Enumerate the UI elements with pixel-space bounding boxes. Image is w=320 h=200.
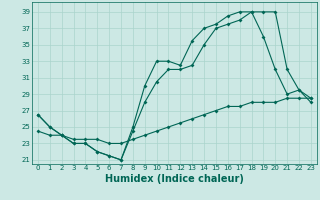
- X-axis label: Humidex (Indice chaleur): Humidex (Indice chaleur): [105, 174, 244, 184]
